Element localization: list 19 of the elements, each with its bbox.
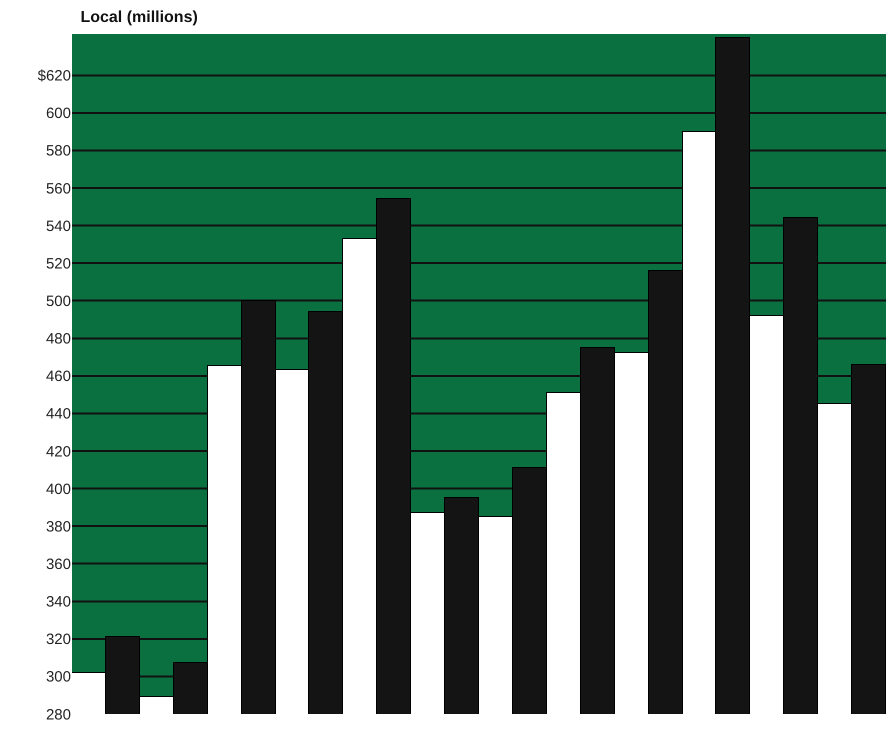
y-tick-label: 280	[46, 706, 71, 724]
y-tick-label: 560	[46, 180, 71, 198]
y-tick-label: 500	[46, 292, 71, 310]
y-tick-label: 400	[46, 480, 71, 498]
y-tick-label: 300	[46, 668, 71, 686]
y-tick-label: 600	[46, 105, 71, 122]
y-tick-label: 320	[46, 631, 71, 648]
y-tick-label: 540	[46, 218, 71, 235]
y-tick-label: 520	[46, 255, 71, 272]
y-tick-label: $620	[38, 68, 71, 85]
y-tick-label: 460	[46, 368, 71, 386]
y-tick-label: 360	[46, 556, 71, 573]
chart-title: Local (millions)	[80, 9, 198, 26]
y-tick-label: 580	[46, 142, 71, 160]
y-tick-label: 340	[46, 594, 71, 611]
y-tick-label: 480	[46, 330, 71, 348]
y-tick-label: 440	[46, 406, 71, 423]
y-tick-label: 420	[46, 443, 71, 460]
y-tick-label: 380	[46, 518, 71, 536]
